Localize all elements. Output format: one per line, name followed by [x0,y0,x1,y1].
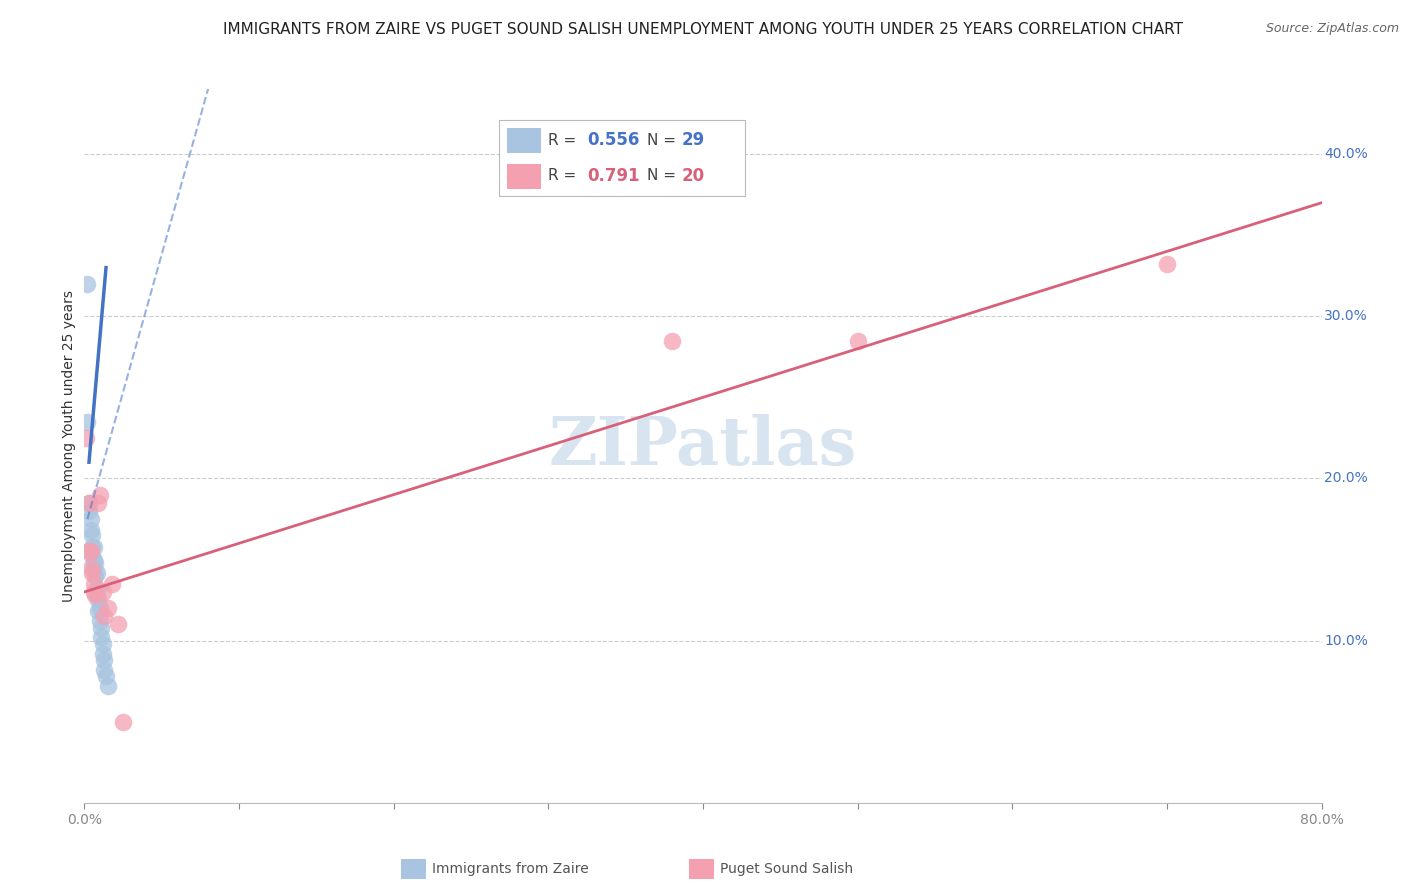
Point [77,496,100,510]
Point [87,604,110,618]
Text: 40.0%: 40.0% [1324,147,1368,161]
Point [75,431,97,445]
Point [112,714,135,729]
Point [77,496,100,510]
Text: Source: ZipAtlas.com: Source: ZipAtlas.com [1265,22,1399,36]
Point [846,334,869,348]
Point [96,601,118,615]
Point [1156,257,1178,271]
Point [89,488,111,502]
Point [76,415,98,429]
Text: Puget Sound Salish: Puget Sound Salish [720,862,853,876]
Point [86,566,108,580]
Text: ZIPatlas: ZIPatlas [548,414,858,478]
Point [84,568,107,582]
Point [83,552,105,566]
Text: Immigrants from Zaire: Immigrants from Zaire [432,862,588,876]
Point [93,653,115,667]
Point [91,647,114,661]
Y-axis label: Unemployment Among Youth under 25 years: Unemployment Among Youth under 25 years [62,290,76,602]
Point [87,593,110,607]
Text: 0.556: 0.556 [588,131,640,149]
Point [76,277,98,291]
FancyBboxPatch shape [506,163,541,189]
Text: 29: 29 [682,131,704,149]
Point [82,528,104,542]
Point [89,614,111,628]
Text: R =: R = [548,133,582,148]
Point [84,588,107,602]
Point [93,663,115,677]
Point [77,504,100,518]
Text: IMMIGRANTS FROM ZAIRE VS PUGET SOUND SALISH UNEMPLOYMENT AMONG YOUTH UNDER 25 YE: IMMIGRANTS FROM ZAIRE VS PUGET SOUND SAL… [224,22,1182,37]
Point [661,334,683,348]
Point [82,566,104,580]
Point [86,582,108,596]
Point [91,585,114,599]
Point [82,540,104,554]
Point [77,544,100,558]
Text: 0.791: 0.791 [588,167,640,185]
Text: R =: R = [548,169,582,183]
FancyBboxPatch shape [506,128,541,153]
Point [83,577,105,591]
Point [90,631,112,645]
Point [83,560,105,574]
Point [93,609,115,624]
Text: 10.0%: 10.0% [1324,633,1368,648]
Point [82,549,104,564]
Point [90,621,112,635]
Point [84,556,107,570]
Point [83,540,105,554]
Text: 20: 20 [682,167,704,185]
Point [79,544,101,558]
Text: 30.0%: 30.0% [1324,310,1368,323]
Point [79,524,101,538]
Point [83,585,105,599]
Point [86,588,108,602]
Point [79,512,101,526]
Point [101,577,124,591]
Point [96,679,118,693]
Point [87,496,110,510]
Text: 20.0%: 20.0% [1324,472,1368,485]
Text: N =: N = [647,133,681,148]
Point [79,560,101,574]
FancyBboxPatch shape [499,120,745,196]
Point [89,601,111,615]
Text: N =: N = [647,169,681,183]
Point [107,617,129,632]
Point [91,637,114,651]
Point [94,669,117,683]
